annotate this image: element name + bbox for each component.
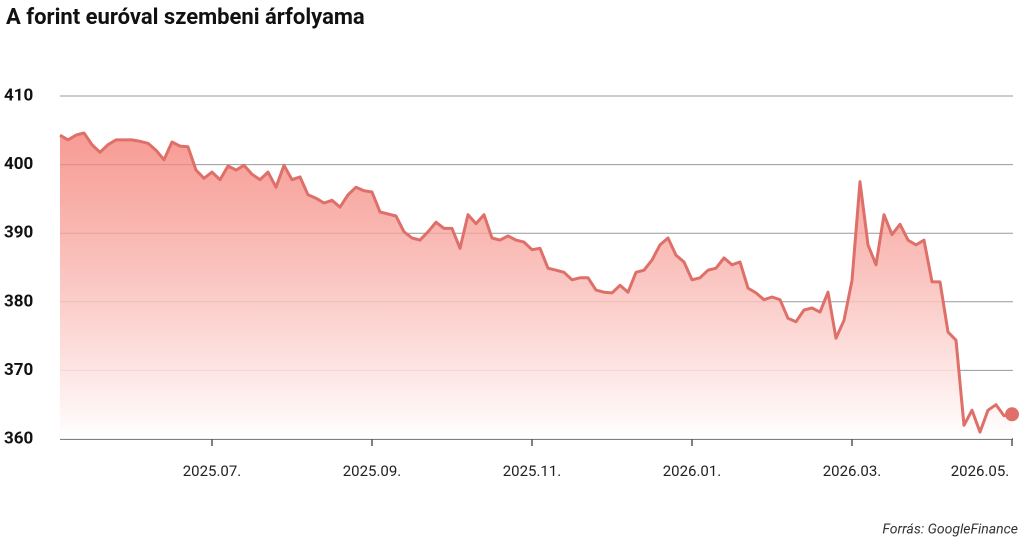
x-tick-label: 2025.11. [503,462,562,480]
y-tick-label: 370 [4,360,33,380]
line [59,131,1013,434]
y-tick-label: 380 [4,291,33,311]
x-tick-label: 2026.03. [823,462,882,480]
x-tick-label: 2025.07. [183,462,242,480]
x-tick-label: 2026.01. [663,462,722,480]
source-note: Forrás: GoogleFinance [882,522,1018,538]
y-tick-label: 360 [4,428,33,448]
area [60,133,1012,439]
y-tick-label: 390 [4,223,33,243]
x-tick-label: 2026.05. [951,462,1010,480]
y-tick-label: 400 [4,154,33,174]
x-tick-label: 2025.09. [343,462,402,480]
end-point [1005,407,1019,422]
chart-title: A forint euróval szembeni árfolyama [6,5,365,30]
y-tick-label: 410 [4,85,33,105]
